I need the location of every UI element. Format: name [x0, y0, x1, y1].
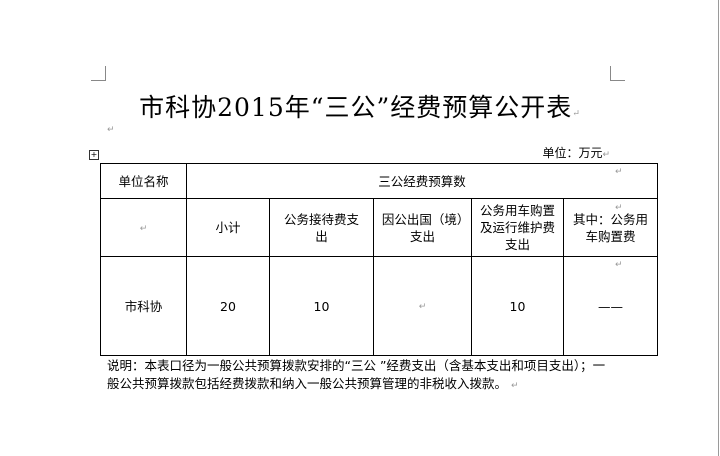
table-move-handle[interactable]: +	[89, 150, 99, 160]
header-budget-group: 三公经费预算数	[186, 163, 658, 199]
header-overseas: 因公出国（境）支出	[373, 198, 472, 257]
header-subtotal: 小计	[186, 198, 270, 257]
header-row-2: ↵ 小计 公务接待费支出 因公出国（境）支出 公务用车购置及运行维护费支出 其中…	[100, 198, 658, 257]
title-text: 市科协2015年“三公”经费预算公开表	[139, 93, 573, 122]
header-row-1: 单位名称 三公经费预算数	[100, 163, 658, 199]
unit-label: 单位：万元↵	[542, 146, 610, 160]
header-reception: 公务接待费支出	[269, 198, 374, 257]
header-empty: ↵	[100, 198, 187, 257]
table-row: 市科协 20 10 ↵ 10 ——	[100, 256, 658, 356]
cell-reception: 10	[269, 256, 374, 356]
unit-text: 单位：万元	[542, 146, 603, 160]
row-end-mark: ↵	[615, 203, 623, 213]
header-unit-name: 单位名称	[100, 163, 187, 199]
row-end-mark: ↵	[615, 167, 623, 177]
margin-corner-right	[610, 66, 625, 81]
cell-vehicle-purchase: ——	[563, 256, 658, 356]
document-title: 市科协2015年“三公”经费预算公开表↵	[139, 93, 581, 122]
cell-subtotal: 20	[186, 256, 270, 356]
paragraph-mark: ↵	[107, 125, 115, 135]
cell-overseas: ↵	[373, 256, 472, 356]
margin-corner-left	[91, 66, 106, 81]
note-text: 说明：本表口径为一般公共预算拨款安排的“三公 ”经费支出（含基本支出和项目支出）…	[107, 358, 606, 391]
note-paragraph: 说明：本表口径为一般公共预算拨款安排的“三公 ”经费支出（含基本支出和项目支出）…	[107, 358, 606, 391]
cell-vehicle: 10	[471, 256, 564, 356]
header-vehicle: 公务用车购置及运行维护费支出	[471, 198, 564, 257]
header-vehicle-purchase: 其中：公务用车购置费	[563, 198, 658, 257]
window-edge	[718, 0, 719, 456]
budget-table: 单位名称 三公经费预算数 ↵ 小计 公务接待费支出 因公出国（境）支出 公务用车…	[100, 163, 658, 356]
cell-unit: 市科协	[100, 256, 187, 356]
row-end-mark: ↵	[615, 260, 623, 270]
